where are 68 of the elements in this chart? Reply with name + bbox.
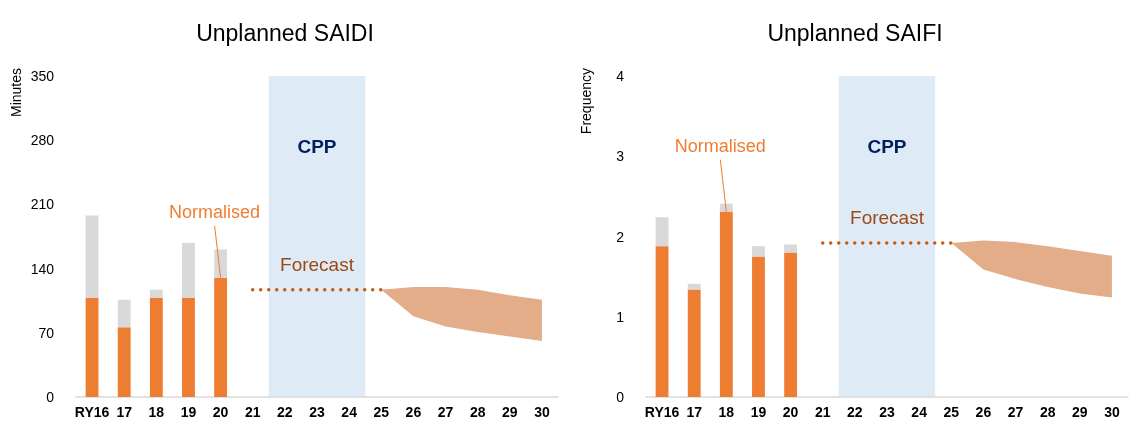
x-tick-label: 30 — [534, 404, 550, 420]
x-tick-label: 26 — [405, 404, 422, 420]
bar — [117, 299, 131, 328]
series-label: Forecast — [280, 253, 355, 275]
x-tick-label: 18 — [718, 404, 735, 420]
bar — [182, 297, 195, 397]
bar — [784, 244, 798, 253]
x-tick-label: 21 — [814, 404, 831, 420]
series-label: Forecast — [850, 206, 925, 228]
x-tick-label: 26 — [975, 404, 992, 420]
y-tick-label: 1 — [616, 308, 625, 325]
bar — [752, 256, 765, 397]
x-tick-label: 17 — [116, 404, 133, 420]
x-tick-label: 17 — [686, 404, 703, 420]
x-tick-label: 30 — [1104, 404, 1120, 420]
y-tick-label: 0 — [616, 389, 625, 405]
x-tick-label: 21 — [244, 404, 261, 420]
x-tick-label: 22 — [277, 404, 293, 420]
x-tick-label: 27 — [1007, 404, 1024, 420]
y-tick-label: 350 — [30, 68, 55, 84]
bar — [784, 252, 798, 397]
annotation: Normalised — [169, 201, 261, 222]
band-label: CPP — [297, 135, 337, 157]
y-tick-label: 2 — [616, 228, 625, 245]
chart-title: Unplanned SAIDI — [196, 19, 374, 46]
bar — [752, 246, 765, 257]
y-tick-label: 70 — [38, 324, 55, 341]
bar — [655, 246, 669, 397]
band-label: CPP — [867, 135, 907, 157]
y-tick-label: 280 — [30, 132, 55, 149]
y-tick-label: 3 — [616, 148, 625, 165]
bar — [655, 217, 669, 247]
x-tick-label: RY16 — [74, 404, 110, 420]
bar — [182, 242, 195, 298]
x-tick-label: 28 — [1039, 404, 1056, 420]
y-tick-label: 4 — [616, 68, 625, 84]
x-tick-label: 18 — [148, 404, 165, 420]
bar — [149, 289, 163, 298]
x-tick-label: RY16 — [644, 404, 680, 420]
bar — [214, 249, 228, 278]
x-tick-label: 28 — [469, 404, 486, 420]
x-tick-label: 29 — [502, 404, 518, 420]
x-tick-label: 25 — [373, 404, 390, 420]
chart-title: Unplanned SAIFI — [767, 19, 943, 46]
y-tick-label: 0 — [46, 389, 55, 405]
bar — [149, 297, 163, 397]
x-tick-label: 24 — [911, 404, 928, 420]
x-tick-label: 29 — [1072, 404, 1088, 420]
x-tick-label: 19 — [180, 404, 197, 420]
bar — [117, 327, 131, 397]
x-tick-label: 23 — [879, 404, 895, 420]
x-tick-label: 20 — [782, 404, 799, 420]
y-axis-title: Minutes — [8, 68, 24, 118]
y-tick-label: 140 — [30, 260, 55, 277]
bar — [687, 289, 701, 397]
annotation: Normalised — [674, 135, 766, 156]
x-tick-label: 24 — [341, 404, 358, 420]
x-tick-label: 27 — [437, 404, 454, 420]
y-tick-label: 210 — [30, 196, 55, 213]
x-tick-label: 22 — [847, 404, 863, 420]
bar — [85, 297, 99, 397]
x-tick-label: 23 — [309, 404, 325, 420]
x-tick-label: 20 — [212, 404, 229, 420]
bar — [687, 283, 701, 290]
bar — [85, 215, 99, 298]
x-tick-label: 25 — [943, 404, 960, 420]
x-tick-label: 19 — [750, 404, 767, 420]
y-axis-title: Frequency — [578, 68, 594, 135]
